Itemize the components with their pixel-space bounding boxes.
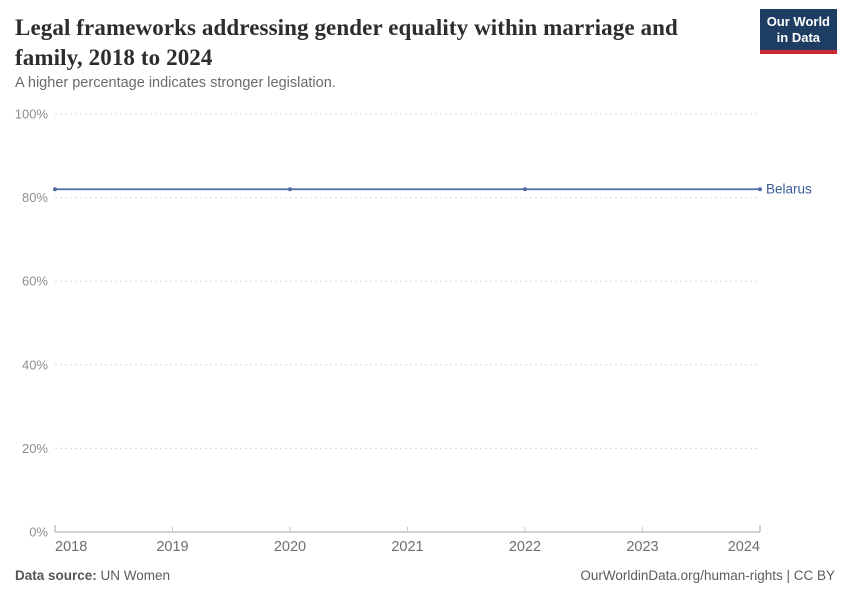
data-point[interactable] (53, 187, 57, 192)
entity-label[interactable]: Belarus (766, 182, 812, 197)
owid-logo[interactable]: Our World in Data (759, 9, 837, 54)
chart-subtitle: A higher percentage indicates stronger l… (15, 75, 336, 91)
x-axis-year-label: 2024 (728, 539, 760, 555)
y-axis-tick-label: 100% (15, 107, 49, 122)
x-axis-year-label: 2021 (391, 539, 423, 555)
y-axis-tick-label: 20% (22, 441, 48, 456)
y-axis-tick-label: 40% (22, 357, 48, 372)
x-axis-year-label: 2023 (626, 539, 658, 555)
data-point[interactable] (288, 187, 292, 192)
license-link[interactable]: OurWorldinData.org/human-rights | CC BY (580, 568, 835, 583)
data-point[interactable] (523, 187, 527, 192)
x-axis-year-label: 2022 (509, 539, 541, 555)
data-point[interactable] (758, 187, 762, 192)
owid-logo-line2: in Data (776, 29, 821, 45)
y-axis-tick-label: 80% (22, 190, 48, 205)
chart-footer: Data source: UN Women OurWorldinData.org… (15, 568, 835, 583)
data-source-value: UN Women (96, 568, 171, 583)
data-source-note: Data source: UN Women (15, 568, 170, 583)
x-axis-year-label: 2019 (156, 539, 188, 555)
y-axis-tick-label: 60% (22, 274, 48, 289)
data-source-label: Data source: (15, 568, 97, 583)
owid-logo-line1: Our World (766, 14, 830, 29)
y-axis-tick-label: 0% (29, 525, 48, 540)
chart-title: Legal frameworks addressing gender equal… (15, 15, 678, 70)
x-axis-year-label: 2018 (55, 539, 87, 555)
x-axis-year-label: 2020 (274, 539, 306, 555)
